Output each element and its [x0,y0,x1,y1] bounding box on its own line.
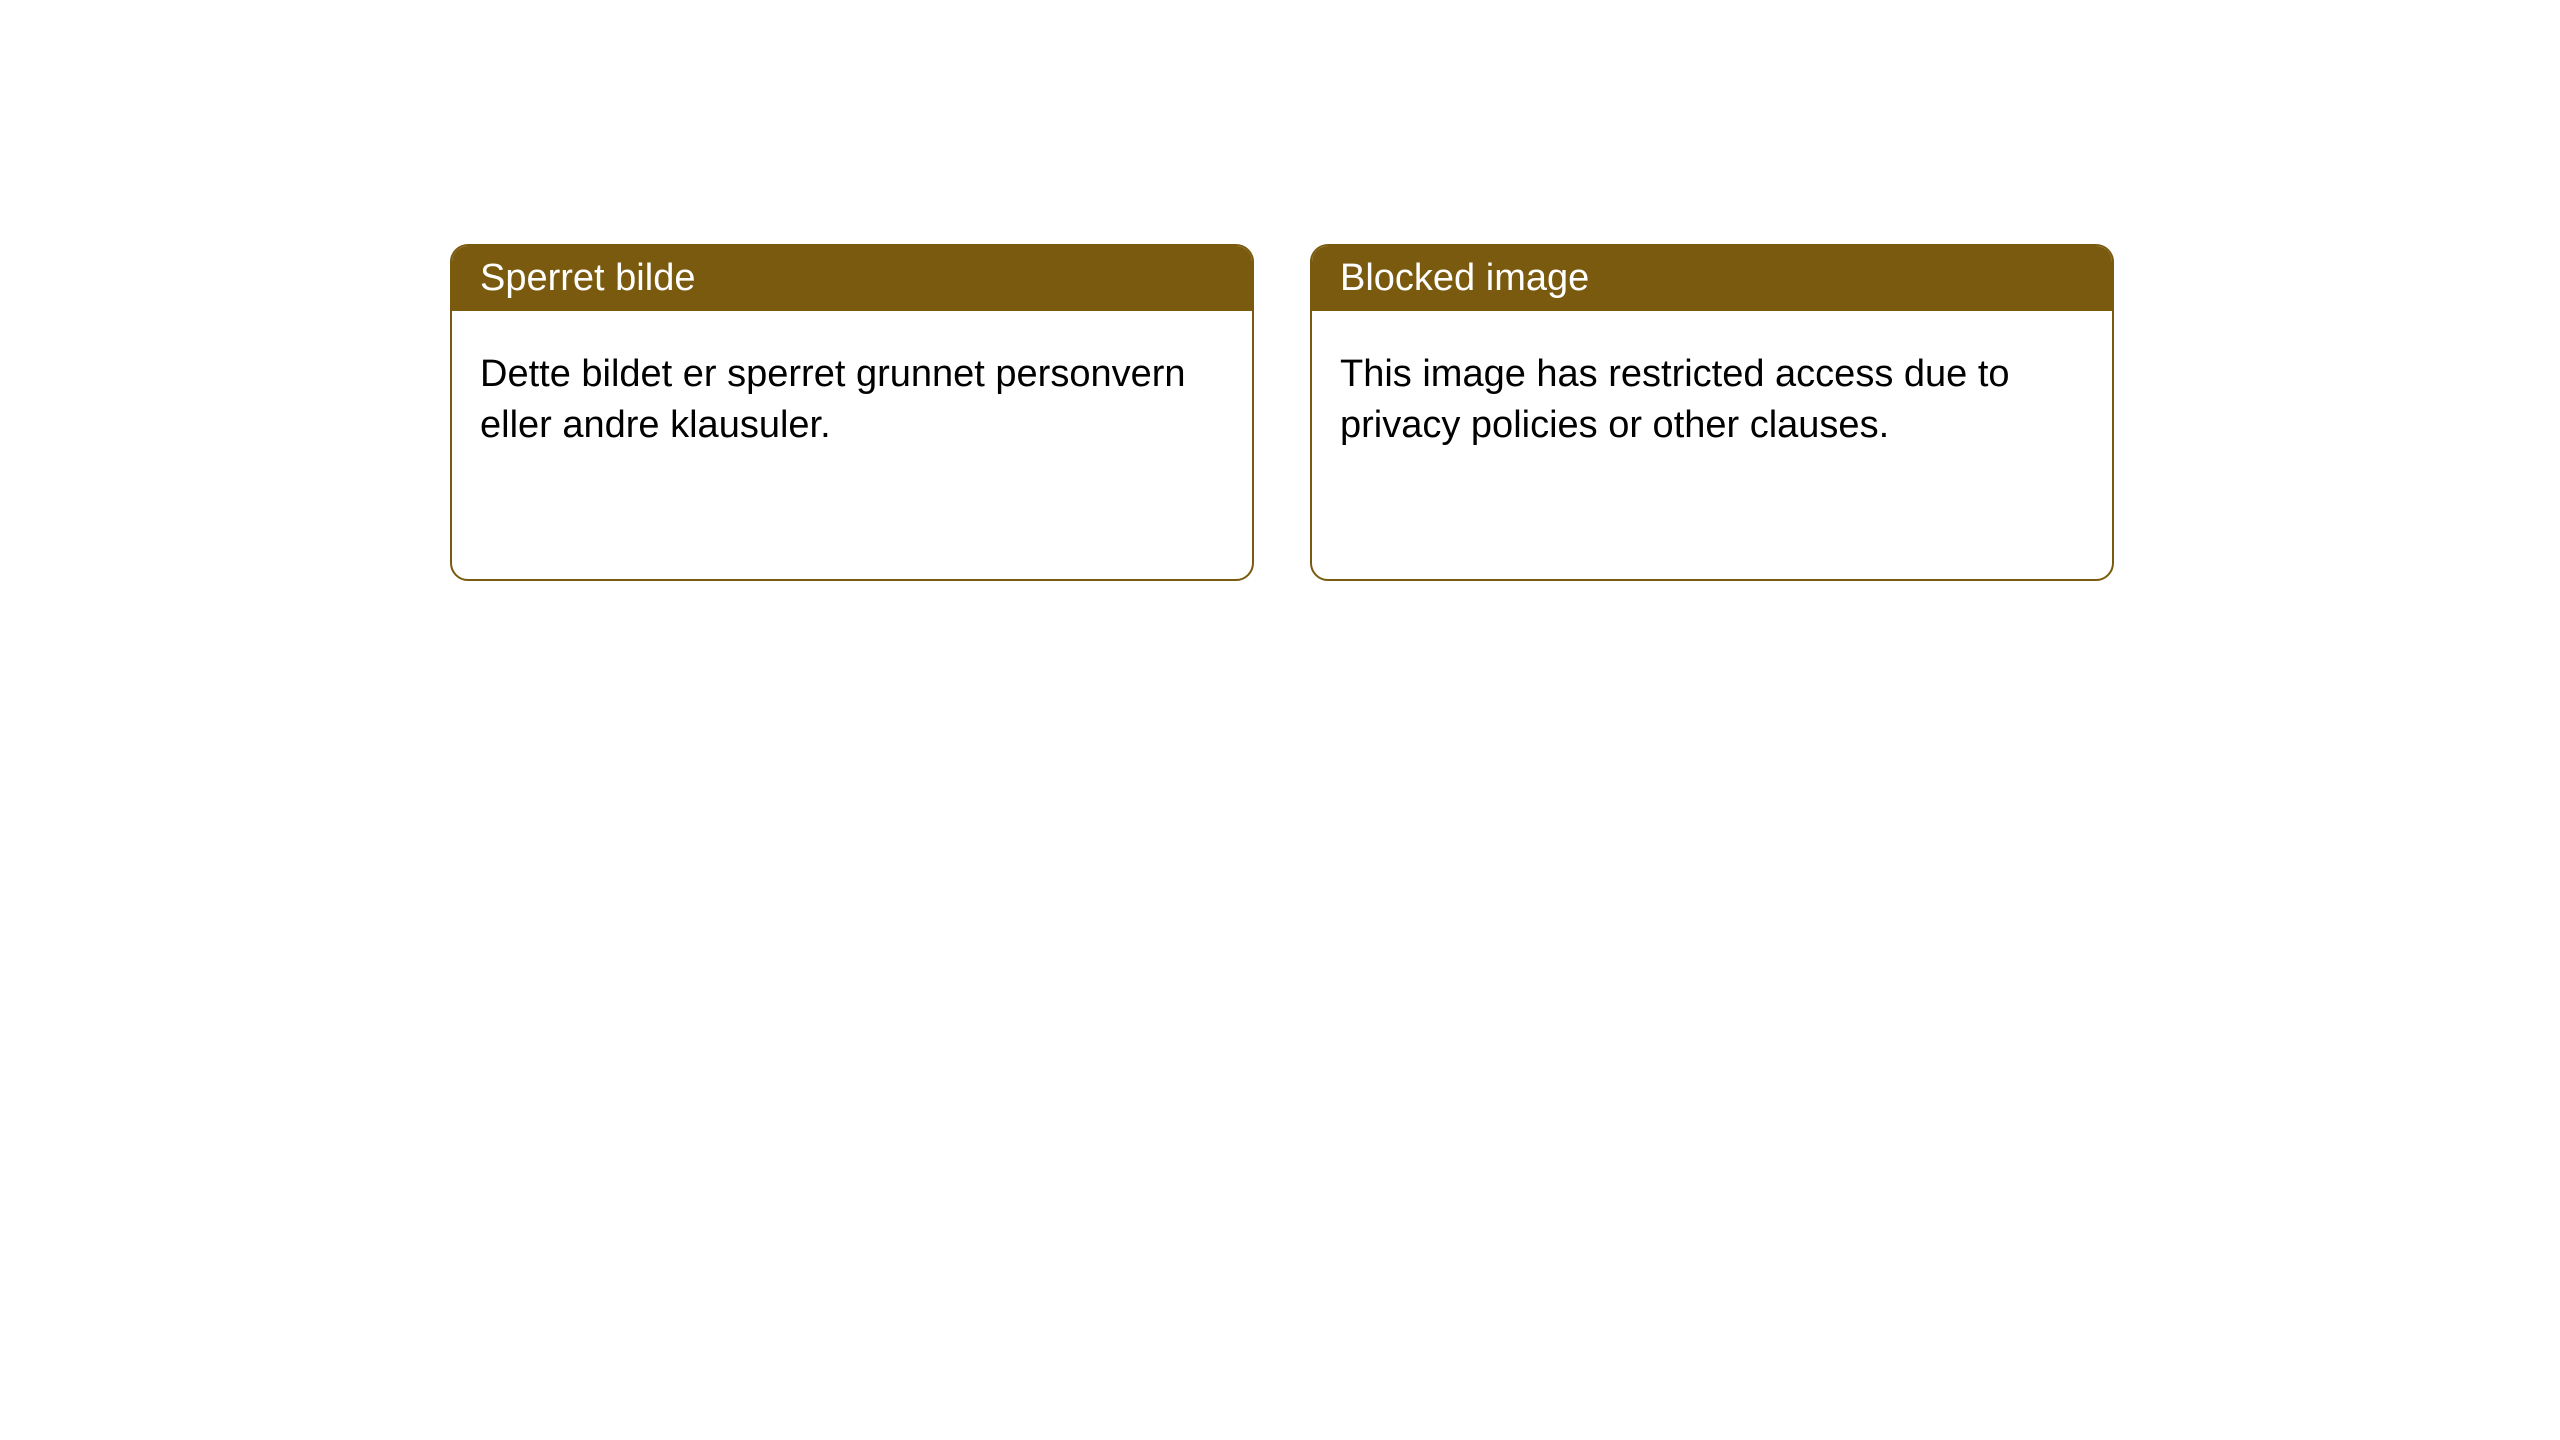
notice-header: Sperret bilde [452,246,1252,311]
notice-message: This image has restricted access due to … [1340,353,2010,446]
notice-body: This image has restricted access due to … [1312,311,2112,490]
notice-body: Dette bildet er sperret grunnet personve… [452,311,1252,490]
notice-message: Dette bildet er sperret grunnet personve… [480,353,1186,446]
notice-container: Sperret bilde Dette bildet er sperret gr… [0,0,2560,581]
notice-card-norwegian: Sperret bilde Dette bildet er sperret gr… [450,244,1254,581]
notice-card-english: Blocked image This image has restricted … [1310,244,2114,581]
notice-title: Sperret bilde [480,257,695,299]
notice-title: Blocked image [1340,257,1589,299]
notice-header: Blocked image [1312,246,2112,311]
